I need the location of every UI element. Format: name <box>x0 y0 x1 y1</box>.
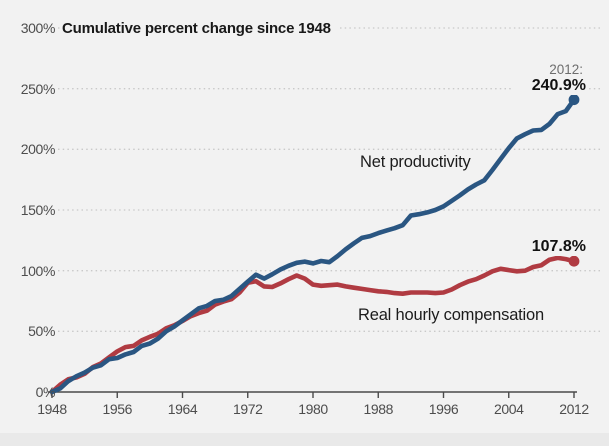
line-real-hourly-compensation <box>49 255 577 395</box>
x-tick-label-1948: 1948 <box>37 401 67 417</box>
y-tick-label-250pct: 250% <box>20 80 56 97</box>
end-dot-real-hourly-compensation <box>568 255 580 267</box>
x-tick-label-1980: 1980 <box>298 401 328 417</box>
x-tick-label-1996: 1996 <box>428 401 459 417</box>
callout-year-label: 2012: <box>519 62 583 77</box>
y-tick-label-50pct: 50% <box>28 323 55 340</box>
x-tick-label-2012: 2012 <box>559 401 589 417</box>
chart-title: Cumulative percent change since 1948 <box>62 20 337 37</box>
end-dot-net-productivity <box>568 94 580 106</box>
callout-productivity-end-value: 240.9% <box>512 77 586 95</box>
series-label-real-hourly-compensation: Real hourly compensation <box>358 306 544 324</box>
y-tick-label-0pct: 0% <box>35 384 56 400</box>
y-tick-label-200pct: 200% <box>20 141 56 158</box>
x-tick-label-1972: 1972 <box>232 401 263 417</box>
bottom-margin-strip <box>0 433 609 446</box>
callout-compensation-end-value: 107.8% <box>512 238 586 256</box>
x-tick-label-1988: 1988 <box>363 401 394 417</box>
series-label-net-productivity: Net productivity <box>360 153 471 171</box>
y-tick-label-300pct: 300% <box>20 20 56 36</box>
x-tick-label-1964: 1964 <box>167 401 198 417</box>
x-tick-label-1956: 1956 <box>102 401 133 417</box>
y-tick-label-100pct: 100% <box>20 262 56 279</box>
line-net-productivity <box>49 97 577 395</box>
y-tick-label-150pct: 150% <box>20 202 56 218</box>
x-tick-label-2004: 2004 <box>493 401 524 417</box>
